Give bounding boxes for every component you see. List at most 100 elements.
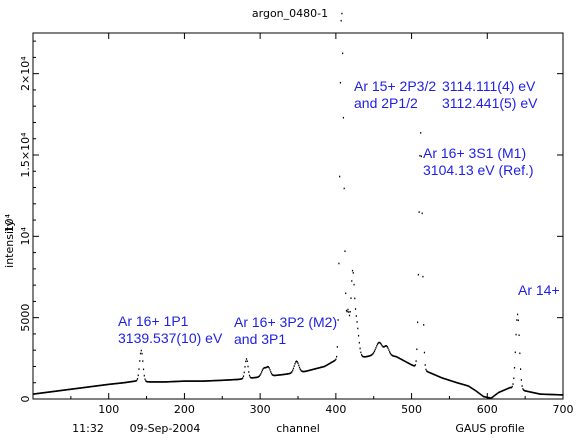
data-point xyxy=(264,366,266,369)
data-point xyxy=(504,389,506,391)
data-point xyxy=(535,392,537,394)
footer-time: 11:32 xyxy=(72,422,104,435)
data-point xyxy=(76,387,78,390)
data-point xyxy=(478,392,480,394)
data-point xyxy=(389,351,391,353)
data-point xyxy=(382,345,384,348)
data-point xyxy=(222,379,224,382)
data-point xyxy=(127,381,129,383)
data-point xyxy=(208,380,211,382)
data-point xyxy=(74,387,76,390)
data-point xyxy=(207,380,209,382)
data-point xyxy=(198,380,200,382)
data-point xyxy=(463,383,465,386)
data-point xyxy=(270,372,273,375)
data-point xyxy=(545,393,547,396)
data-point xyxy=(363,356,365,358)
data-point xyxy=(235,378,237,381)
data-point xyxy=(252,376,254,379)
data-point xyxy=(513,366,516,369)
data-point xyxy=(560,394,562,396)
data-point xyxy=(424,364,426,366)
data-point xyxy=(459,382,461,385)
data-point xyxy=(241,377,243,380)
data-point xyxy=(291,370,293,373)
data-point xyxy=(138,368,140,370)
data-point xyxy=(49,391,52,393)
data-point xyxy=(297,362,299,365)
data-point xyxy=(453,380,455,383)
data-point xyxy=(423,324,425,326)
data-point xyxy=(352,272,354,274)
data-point xyxy=(119,382,121,384)
data-point xyxy=(320,366,322,369)
data-point xyxy=(181,380,183,382)
data-point xyxy=(462,383,464,386)
data-point xyxy=(289,372,291,375)
data-point xyxy=(509,386,511,389)
data-point xyxy=(208,380,210,382)
data-point xyxy=(265,366,267,369)
data-point xyxy=(345,309,348,312)
data-point xyxy=(392,355,394,357)
data-point xyxy=(361,354,363,356)
data-point xyxy=(131,380,133,383)
data-point xyxy=(368,355,370,357)
data-point xyxy=(86,386,88,388)
data-point xyxy=(532,391,534,394)
data-point xyxy=(284,373,286,376)
data-point xyxy=(562,394,564,396)
data-point xyxy=(109,383,111,385)
data-point xyxy=(164,381,167,383)
data-point xyxy=(433,373,435,376)
data-point xyxy=(498,391,500,394)
data-point xyxy=(279,374,281,376)
data-point xyxy=(364,356,366,358)
data-point xyxy=(55,390,58,392)
data-point xyxy=(431,372,433,375)
annotation-line: and 3P1 xyxy=(234,331,286,347)
data-point xyxy=(520,368,522,370)
data-point xyxy=(475,390,477,392)
data-point xyxy=(101,384,103,387)
data-point xyxy=(167,381,169,383)
data-point xyxy=(314,368,316,370)
annotation-line: Ar 16+ 3P2 (M2) xyxy=(234,314,337,330)
data-point xyxy=(362,355,364,358)
data-point xyxy=(194,380,196,382)
data-point xyxy=(387,347,389,350)
data-point xyxy=(115,382,117,385)
data-point xyxy=(390,353,392,356)
data-point xyxy=(65,389,67,391)
data-point xyxy=(334,359,336,362)
data-point xyxy=(39,392,42,394)
data-point xyxy=(92,385,94,388)
data-point xyxy=(337,319,339,321)
data-point xyxy=(481,394,483,397)
data-point xyxy=(48,391,50,393)
data-point xyxy=(411,364,413,366)
data-point xyxy=(77,387,80,390)
data-point xyxy=(460,383,463,385)
data-point xyxy=(549,393,551,396)
data-point xyxy=(118,382,120,385)
data-point xyxy=(87,386,89,388)
data-point xyxy=(484,396,486,398)
data-point xyxy=(286,373,288,375)
data-point xyxy=(225,379,227,381)
data-point xyxy=(445,378,447,381)
data-point xyxy=(502,389,504,392)
data-point xyxy=(128,381,130,383)
data-point xyxy=(36,392,38,395)
data-point xyxy=(58,390,60,392)
data-point xyxy=(391,354,393,356)
data-point xyxy=(317,367,320,369)
data-point xyxy=(212,379,214,382)
data-point xyxy=(328,363,330,365)
data-point xyxy=(253,376,255,379)
data-point xyxy=(332,360,335,363)
y-tick-label: 0 xyxy=(19,396,32,403)
x-tick-label: 500 xyxy=(401,403,422,416)
data-series xyxy=(33,12,564,399)
data-point xyxy=(47,391,49,393)
